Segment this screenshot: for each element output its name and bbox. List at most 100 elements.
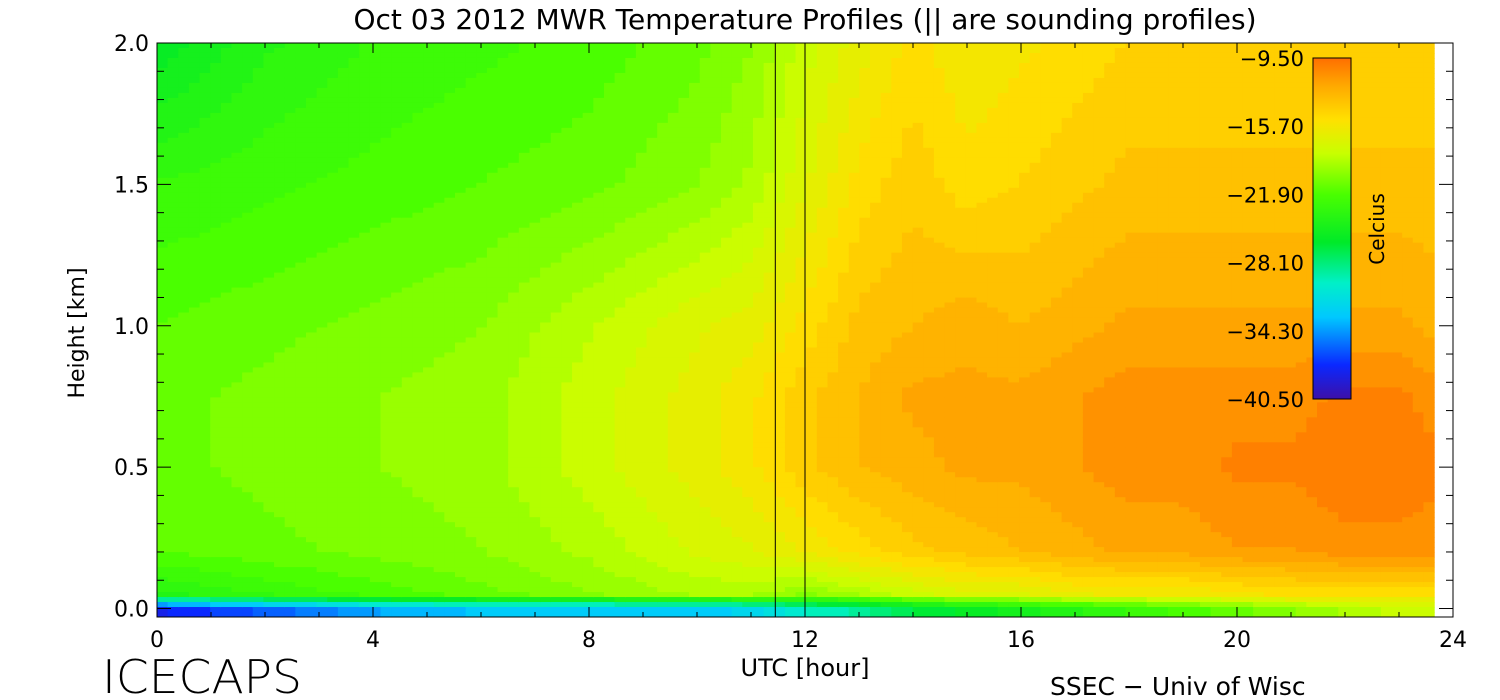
heatmap-cell [454, 57, 467, 64]
heatmap-cell [391, 222, 403, 229]
heatmap-cell [348, 267, 360, 274]
heatmap-cell [284, 582, 296, 588]
heatmap-cell [263, 137, 275, 144]
heatmap-cell [561, 487, 573, 493]
heatmap-cell [359, 272, 371, 279]
heatmap-cell [412, 137, 424, 144]
heatmap-cell [454, 522, 467, 528]
heatmap-cell [284, 342, 296, 349]
heatmap-cell [614, 202, 626, 209]
heatmap-cell [348, 582, 360, 588]
heatmap-cell [167, 587, 179, 593]
heatmap-cell [444, 337, 456, 344]
heatmap-cell [593, 257, 605, 264]
heatmap-cell [561, 442, 573, 448]
heatmap-cell [508, 277, 520, 284]
heatmap-cell [157, 612, 169, 617]
heatmap-cell [518, 222, 531, 229]
heatmap-cell [486, 597, 499, 603]
heatmap-cell [231, 372, 243, 379]
heatmap-cell [188, 197, 201, 204]
heatmap-cell [433, 342, 445, 349]
heatmap-cell [242, 462, 254, 468]
heatmap-cell [486, 337, 499, 344]
heatmap-cell [316, 557, 328, 563]
heatmap-cell [486, 277, 499, 284]
heatmap-cell [306, 377, 318, 384]
heatmap-cell [263, 287, 275, 294]
heatmap-cell [614, 87, 626, 94]
heatmap-cell [561, 367, 573, 374]
heatmap-cell [401, 187, 414, 194]
heatmap-cell [454, 142, 467, 149]
heatmap-cell [359, 217, 371, 224]
heatmap-cell [295, 77, 307, 84]
heatmap-cell [540, 312, 552, 319]
heatmap-cell [454, 227, 467, 234]
heatmap-cell [550, 132, 563, 139]
heatmap-cell [614, 282, 626, 289]
heatmap-cell [412, 357, 424, 364]
heatmap-cell [178, 92, 190, 99]
heatmap-cell [561, 187, 573, 194]
heatmap-cell [337, 597, 350, 603]
heatmap-cell [178, 602, 190, 608]
heatmap-cell [433, 302, 445, 309]
heatmap-cell [220, 182, 233, 189]
heatmap-cell [337, 502, 350, 508]
heatmap-cell [614, 52, 626, 59]
heatmap-cell [316, 302, 328, 309]
heatmap-cell [444, 102, 456, 109]
heatmap-cell [444, 502, 456, 508]
heatmap-cell [433, 492, 445, 498]
heatmap-cell [167, 407, 179, 413]
heatmap-cell [337, 57, 350, 64]
heatmap-cell [380, 252, 392, 259]
heatmap-cell [188, 132, 201, 139]
heatmap-cell [359, 602, 371, 608]
heatmap-cell [433, 432, 445, 438]
heatmap-cell [486, 172, 499, 179]
heatmap-cell [529, 562, 541, 568]
heatmap-cell [210, 332, 222, 339]
heatmap-cell [603, 507, 616, 513]
heatmap-cell [572, 87, 584, 94]
heatmap-cell [582, 492, 594, 498]
heatmap-cell [337, 497, 350, 503]
heatmap-cell [529, 192, 541, 199]
heatmap-cell [327, 372, 339, 379]
heatmap-cell [486, 517, 499, 523]
heatmap-cell [412, 582, 424, 588]
heatmap-cell [423, 487, 435, 493]
heatmap-cell [210, 407, 222, 413]
heatmap-cell [444, 232, 456, 239]
heatmap-cell [220, 467, 233, 473]
heatmap-cell [274, 277, 286, 284]
heatmap-cell [274, 272, 286, 279]
heatmap-cell [369, 132, 382, 139]
heatmap-cell [199, 57, 211, 64]
heatmap-cell [540, 397, 552, 403]
heatmap-cell [369, 107, 382, 114]
heatmap-cell [582, 257, 594, 264]
heatmap-cell [348, 262, 360, 269]
heatmap-cell [210, 167, 222, 174]
heatmap-cell [476, 502, 488, 508]
heatmap-cell [359, 367, 371, 374]
heatmap-cell [167, 417, 179, 423]
heatmap-cell [540, 127, 552, 134]
heatmap-cell [274, 567, 286, 573]
heatmap-cell [274, 287, 286, 294]
heatmap-cell [380, 382, 392, 388]
heatmap-cell [274, 592, 286, 598]
heatmap-cell [263, 52, 275, 59]
heatmap-cell [529, 407, 541, 413]
heatmap-cell [263, 607, 275, 613]
heatmap-cell [486, 522, 499, 528]
heatmap-cell [178, 392, 190, 398]
heatmap-cell [220, 332, 233, 339]
heatmap-cell [337, 297, 350, 304]
heatmap-cell [550, 327, 563, 334]
heatmap-cell [316, 387, 328, 393]
heatmap-cell [188, 427, 201, 433]
